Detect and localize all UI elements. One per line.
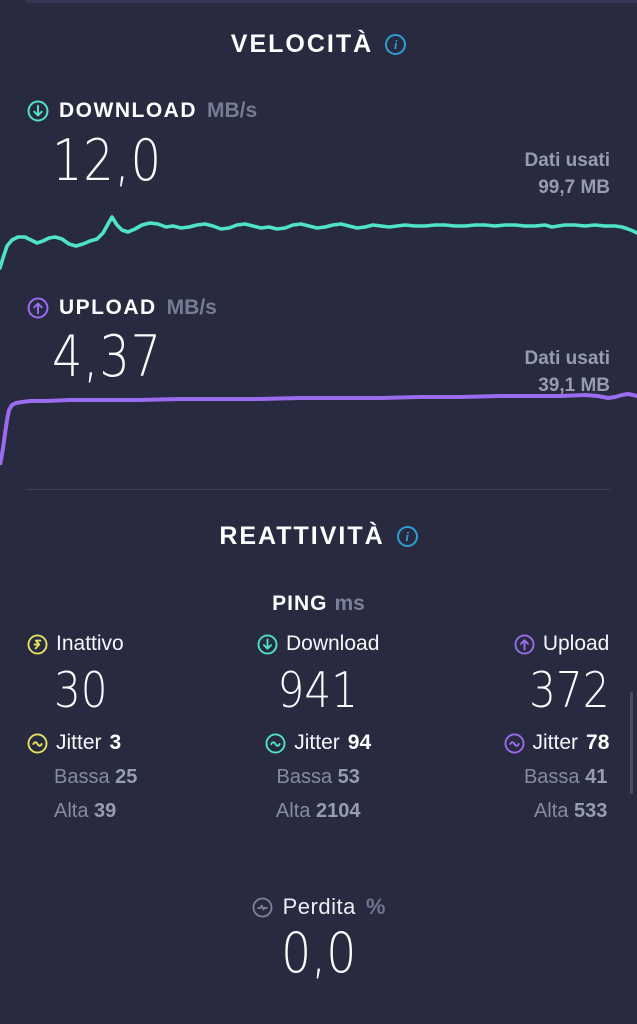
- upload-ping-label-row: Upload: [514, 632, 610, 656]
- upload-jitter-value: 78: [586, 731, 610, 754]
- previous-card-edge: [25, 0, 637, 3]
- download-jitter-row: Jitter 94: [265, 731, 371, 755]
- idle-jitter-value: 3: [109, 731, 122, 754]
- idle-jitter-row: Jitter 3: [27, 731, 121, 755]
- upload-value: 4,37: [52, 324, 162, 390]
- reattivita-title: REATTIVITÀ: [219, 522, 385, 550]
- upload-low-row: Bassa 41: [524, 766, 607, 789]
- ping-column-download: Download 941 Jitter 94 Bassa 53 Alta 2: [221, 632, 415, 823]
- info-icon[interactable]: i: [396, 526, 418, 547]
- download-ping-label-row: Download: [257, 632, 379, 656]
- upload-high-label: Alta: [533, 800, 569, 822]
- download-unit: MB/s: [206, 99, 258, 122]
- download-low-row: Bassa 53: [276, 766, 359, 789]
- jitter-wave-circle-icon: [265, 733, 286, 754]
- upload-high-row: Alta 533: [534, 800, 607, 823]
- idle-bolt-circle-icon: [27, 634, 48, 655]
- upload-unit: MB/s: [166, 296, 217, 319]
- jitter-wave-circle-icon: [27, 733, 48, 754]
- ping-column-upload: Upload 372 Jitter 78 Bassa 41 Alta 533: [415, 632, 609, 823]
- upload-jitter-label: Jitter: [532, 731, 579, 754]
- loss-unit: %: [365, 894, 386, 919]
- loss-label: Perdita: [282, 894, 356, 919]
- upload-data-used: Dati usati 39,1 MB: [524, 346, 610, 399]
- download-high-value: 2104: [315, 800, 361, 822]
- upload-data-used-value: 39,1 MB: [538, 374, 610, 396]
- upload-circle-arrow-icon: [514, 634, 535, 655]
- download-jitter-label: Jitter: [294, 731, 340, 754]
- upload-low-value: 41: [585, 766, 608, 788]
- download-label: DOWNLOAD: [59, 99, 197, 122]
- download-speed-chart: [0, 200, 637, 270]
- download-value: 12,0: [52, 128, 162, 194]
- loss-value: 0,0: [280, 921, 357, 985]
- download-low-label: Bassa: [276, 766, 333, 788]
- ping-grid: Inattivo 30 Jitter 3 Bassa 25 Alta 39: [27, 632, 610, 823]
- ping-column-idle: Inattivo 30 Jitter 3 Bassa 25 Alta 39: [27, 632, 221, 823]
- download-data-used-value: 99,7 MB: [538, 176, 610, 198]
- download-jitter-value: 94: [347, 731, 372, 754]
- upload-low-label: Bassa: [523, 766, 580, 788]
- ping-unit: ms: [334, 592, 365, 615]
- download-speed-line: [0, 215, 637, 270]
- upload-speed-chart: [0, 390, 637, 465]
- upload-label: UPLOAD: [59, 296, 157, 319]
- idle-ping-value: 30: [54, 662, 108, 719]
- loss-header: Perdita %: [0, 894, 637, 920]
- download-ping-value: 941: [277, 662, 359, 719]
- upload-ping-label: Upload: [542, 632, 610, 655]
- idle-high-value: 39: [94, 800, 117, 822]
- download-data-used-label: Dati usati: [524, 150, 610, 171]
- download-circle-arrow-icon: [257, 634, 278, 655]
- velocita-section-title: VELOCITÀ i: [0, 30, 637, 59]
- idle-jitter-label: Jitter: [56, 731, 102, 754]
- section-divider: [26, 489, 611, 490]
- idle-low-label: Bassa: [54, 766, 110, 788]
- info-icon[interactable]: i: [385, 34, 407, 55]
- upload-data-used-label: Dati usati: [524, 348, 610, 369]
- packet-loss-pulse-circle-icon: [252, 897, 273, 918]
- download-circle-arrow-icon: [27, 100, 49, 122]
- download-ping-label: Download: [285, 632, 380, 655]
- idle-label-row: Inattivo: [27, 632, 124, 656]
- scrollbar-thumb[interactable]: [630, 692, 633, 794]
- velocita-title: VELOCITÀ: [230, 30, 374, 58]
- upload-speed-line: [0, 392, 637, 465]
- download-header: DOWNLOAD MB/s: [27, 99, 257, 123]
- download-high-label: Alta: [275, 800, 311, 822]
- jitter-wave-circle-icon: [504, 733, 525, 754]
- upload-circle-arrow-icon: [27, 297, 49, 319]
- upload-ping-value: 372: [528, 662, 610, 719]
- idle-high-row: Alta 39: [54, 800, 116, 823]
- download-data-used: Dati usati 99,7 MB: [524, 148, 610, 201]
- ping-header: PING ms: [0, 592, 637, 616]
- idle-label: Inattivo: [56, 632, 124, 655]
- upload-high-value: 533: [574, 800, 608, 822]
- upload-header: UPLOAD MB/s: [27, 296, 217, 320]
- idle-low-value: 25: [115, 766, 138, 788]
- idle-low-row: Bassa 25: [54, 766, 137, 789]
- reattivita-section-title: REATTIVITÀ i: [0, 522, 637, 551]
- idle-high-label: Alta: [54, 800, 89, 822]
- upload-jitter-row: Jitter 78: [504, 731, 610, 755]
- download-high-row: Alta 2104: [276, 800, 361, 823]
- download-low-value: 53: [337, 766, 360, 788]
- ping-label: PING: [272, 592, 328, 615]
